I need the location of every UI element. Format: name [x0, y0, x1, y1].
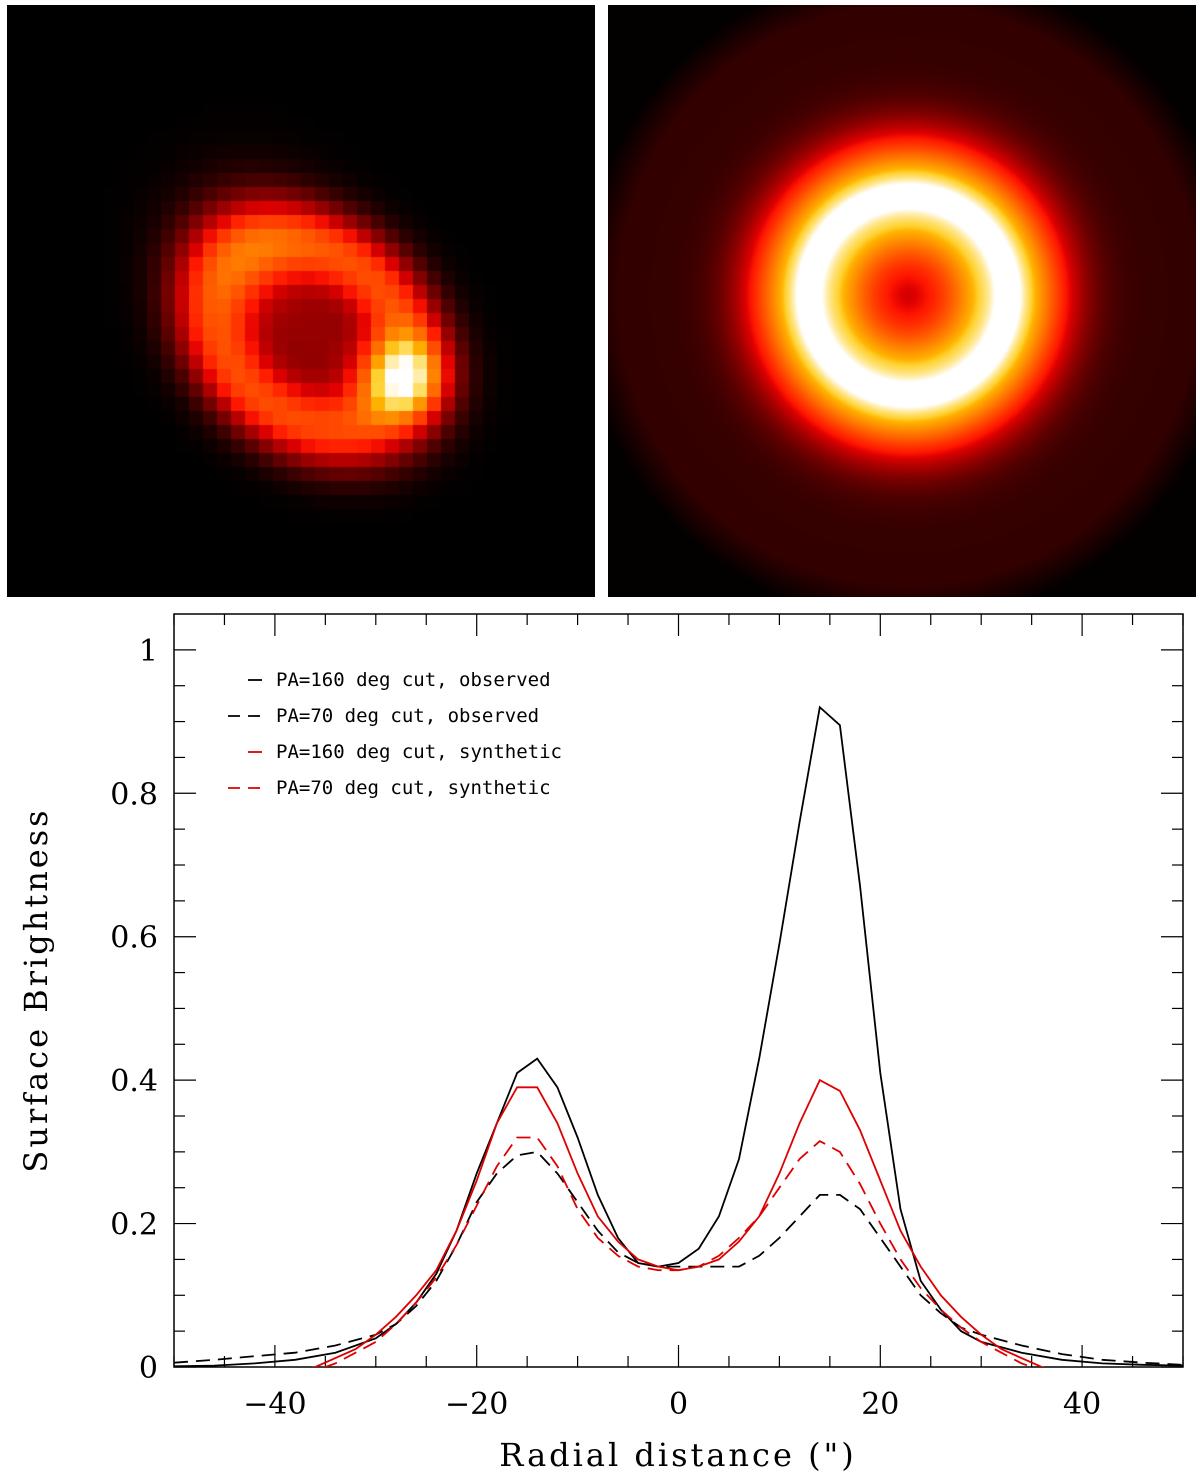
- tick-marks: [173, 614, 1184, 1368]
- y-tick-label: 0.4: [110, 1064, 158, 1099]
- x-tick-label: 20: [861, 1387, 899, 1422]
- series-lines: [174, 705, 1183, 1367]
- series-line-4: [322, 1136, 1035, 1367]
- legend-label: PA=160 deg cut, observed: [276, 669, 551, 691]
- legend-label: PA=70 deg cut, observed: [276, 705, 539, 727]
- y-tick-label: 0.8: [110, 777, 158, 812]
- y-tick-label: 0.6: [110, 921, 158, 956]
- synthetic-image-panel: [608, 5, 1196, 597]
- tick-labels: −40 −20 0 20 40 0 0.2 0.4 0.6 0.8 1: [110, 634, 1101, 1422]
- x-tick-label: 0: [669, 1387, 688, 1422]
- y-axis-title: Surface Brightness: [17, 807, 55, 1172]
- synthetic-ring-image: [608, 5, 1196, 597]
- y-tick-label: 0.2: [110, 1208, 158, 1243]
- surface-brightness-chart: −40 −20 0 20 40 0 0.2 0.4 0.6 0.8 1 PA=160 deg cut…: [17, 613, 1184, 1474]
- legend-label: PA=70 deg cut, synthetic: [276, 777, 551, 799]
- x-tick-label: −20: [445, 1387, 508, 1422]
- y-tick-label: 0: [139, 1351, 158, 1386]
- observed-ring-image: [7, 5, 595, 597]
- y-tick-label: 1: [139, 634, 158, 669]
- legend-label: PA=160 deg cut, synthetic: [276, 741, 562, 763]
- legend: PA=160 deg cut, observed PA=70 deg cut, o…: [228, 669, 562, 799]
- x-tick-label: 40: [1063, 1387, 1101, 1422]
- observed-image-panel: [7, 5, 595, 597]
- x-axis-title: Radial distance ("): [499, 1436, 857, 1474]
- series-line-2: [174, 1150, 1183, 1366]
- x-tick-label: −40: [243, 1387, 306, 1422]
